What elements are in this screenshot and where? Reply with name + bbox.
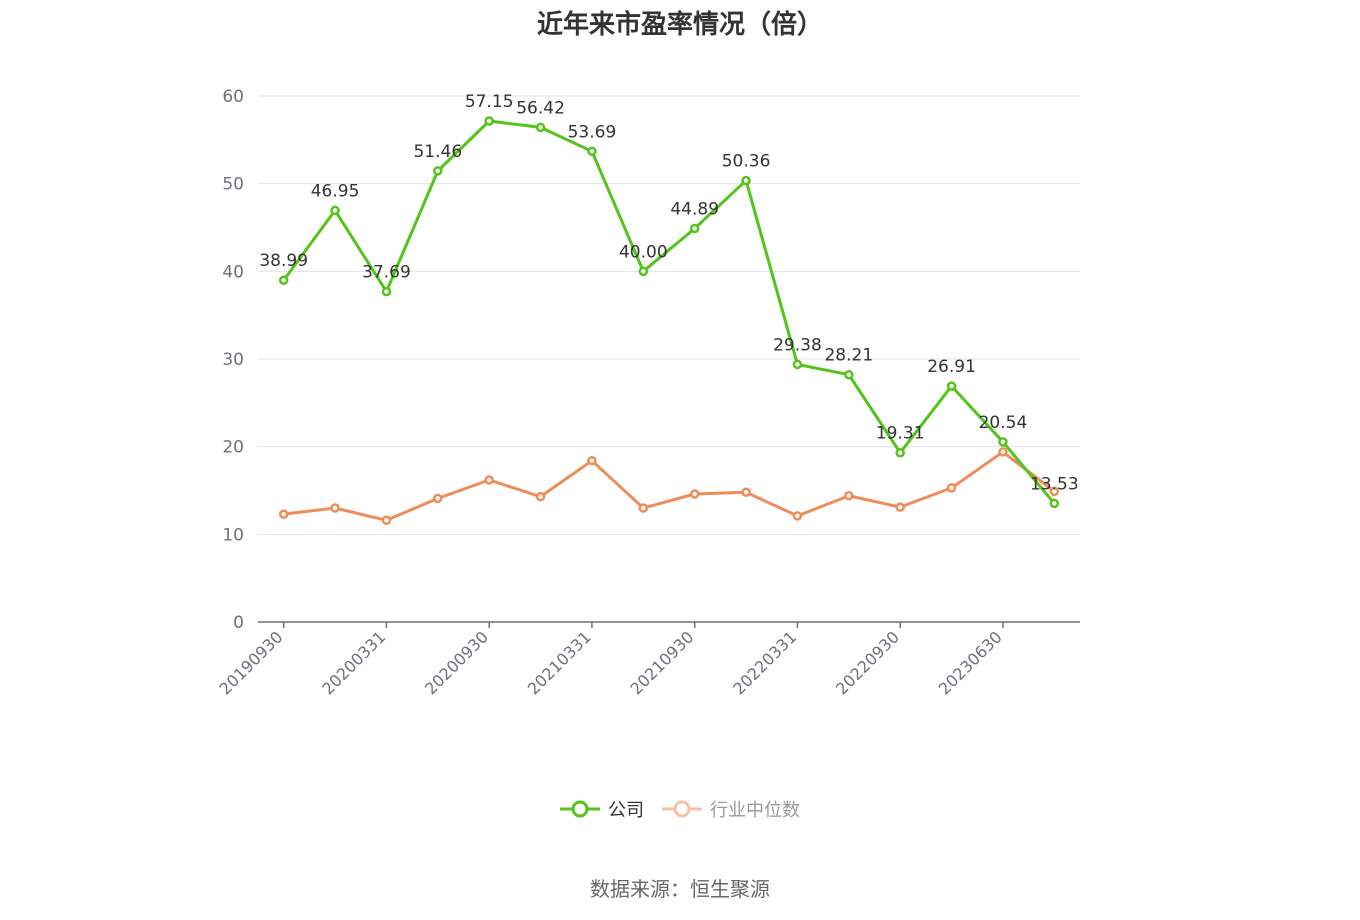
- data-point: [998, 447, 1008, 457]
- chart-legend: 公司 行业中位数: [0, 796, 1360, 822]
- x-tick-label: 20190930: [215, 627, 286, 698]
- data-point: [689, 489, 700, 499]
- y-tick-label: 20: [222, 438, 244, 458]
- data-label: 44.89: [670, 199, 719, 219]
- legend-item-company[interactable]: 公司: [560, 796, 644, 822]
- data-label: 28.21: [824, 346, 873, 366]
- legend-label-industry-median: 行业中位数: [710, 800, 800, 821]
- data-point: [587, 146, 597, 157]
- data-point: [741, 487, 751, 498]
- data-point: [330, 503, 340, 513]
- y-tick-label: 50: [222, 175, 244, 195]
- y-tick-label: 10: [222, 525, 244, 545]
- data-point: [998, 437, 1008, 447]
- data-point: [484, 116, 494, 126]
- data-label: 50.36: [722, 152, 771, 172]
- data-label: 20.54: [979, 413, 1028, 433]
- y-tick-label: 60: [222, 87, 244, 107]
- data-label: 57.15: [465, 92, 514, 112]
- x-tick-label: 20220930: [832, 627, 903, 698]
- data-source-note: 数据来源：恒生聚源: [590, 877, 770, 901]
- data-label: 26.91: [927, 357, 976, 377]
- data-point: [895, 502, 905, 512]
- data-label: 53.69: [568, 122, 617, 142]
- data-point: [741, 175, 751, 186]
- y-tick-label: 30: [222, 350, 244, 370]
- data-point: [638, 503, 649, 513]
- data-point: [535, 491, 546, 502]
- data-point: [946, 381, 957, 391]
- series-line: [282, 119, 1056, 505]
- data-point: [278, 275, 289, 285]
- data-label: 51.46: [413, 142, 462, 162]
- y-tick-label: 0: [233, 613, 244, 633]
- data-point: [1049, 498, 1060, 509]
- legend-marker-industry-median: [662, 800, 702, 818]
- data-point: [278, 509, 289, 519]
- data-label: 19.31: [876, 424, 925, 444]
- data-point: [792, 511, 803, 521]
- data-point: [844, 491, 854, 501]
- y-tick-label: 40: [222, 262, 244, 282]
- data-label: 13.53: [1030, 474, 1079, 494]
- data-label: 56.42: [516, 98, 565, 118]
- data-point: [587, 455, 597, 466]
- data-point: [689, 223, 700, 234]
- data-label: 37.69: [362, 263, 411, 283]
- legend-item-industry-median[interactable]: 行业中位数: [662, 796, 800, 822]
- data-point: [792, 359, 803, 370]
- data-point: [381, 515, 392, 526]
- x-tick-label: 20210331: [524, 627, 595, 698]
- series-line: [283, 450, 1056, 522]
- x-tick-label: 20210930: [626, 627, 697, 698]
- data-point: [484, 475, 494, 485]
- data-label: 29.38: [773, 335, 822, 355]
- data-point: [535, 122, 546, 133]
- data-label: 38.99: [259, 251, 308, 271]
- data-point: [638, 266, 649, 277]
- data-point: [895, 447, 905, 458]
- x-tick-label: 20220331: [729, 627, 800, 698]
- x-tick-label: 20200930: [421, 627, 492, 698]
- x-tick-label: 20200331: [318, 627, 389, 698]
- x-tick-label: 20230630: [935, 627, 1006, 698]
- data-point: [1049, 486, 1060, 497]
- data-point: [946, 483, 957, 493]
- legend-label-company: 公司: [608, 800, 644, 821]
- data-label: 40.00: [619, 242, 668, 262]
- data-point: [433, 493, 443, 504]
- data-label: 46.95: [311, 181, 360, 201]
- data-point: [381, 286, 392, 297]
- data-point: [844, 369, 854, 380]
- chart-title: 近年来市盈率情况（倍）: [536, 10, 823, 40]
- data-point: [330, 205, 340, 216]
- data-point: [433, 166, 443, 176]
- legend-marker-company: [560, 800, 600, 818]
